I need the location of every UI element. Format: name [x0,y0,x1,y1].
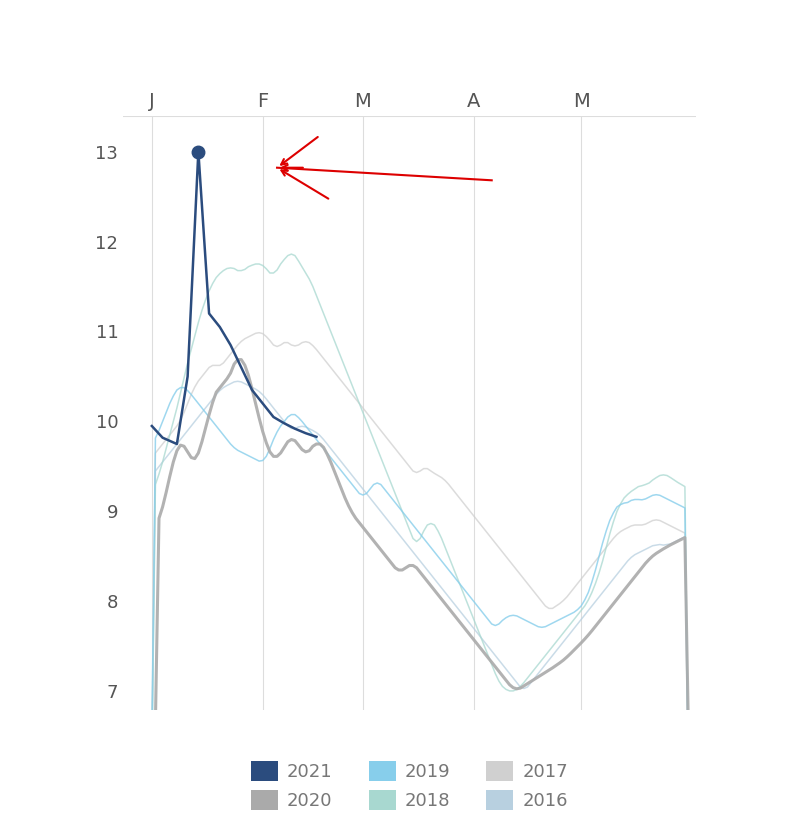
Legend: 2021, 2020, 2019, 2018, 2017, 2016: 2021, 2020, 2019, 2018, 2017, 2016 [243,754,576,818]
